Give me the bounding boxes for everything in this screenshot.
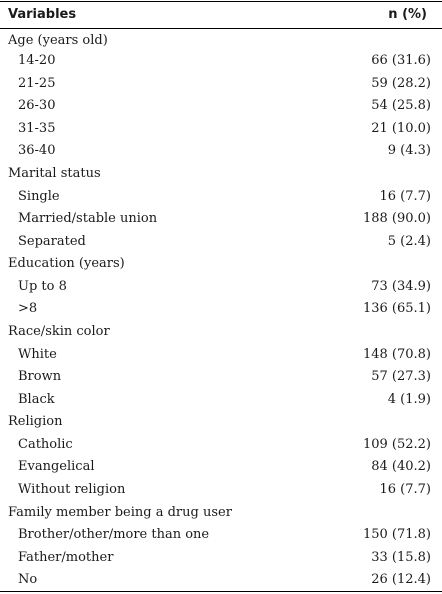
row-value: 73 (34.9) — [371, 279, 431, 294]
table-top-rule — [0, 1, 442, 2]
n-percent-column-header: n (%) — [388, 7, 427, 22]
category-row-religion: Religion — [0, 411, 442, 433]
row-label: Brother/other/more than one — [18, 527, 210, 542]
row-value: 136 (65.1) — [362, 301, 431, 316]
category-label: Family member being a drug user — [8, 505, 232, 520]
row-label: Black — [18, 392, 55, 407]
table-header-row: Variables n (%) — [0, 4, 442, 26]
row-value: 16 (7.7) — [379, 482, 432, 497]
table-row: >8 136 (65.1) — [0, 298, 442, 320]
row-value: 54 (25.8) — [371, 98, 431, 113]
row-label: Up to 8 — [18, 279, 67, 294]
category-label: Religion — [8, 414, 63, 429]
table-row: Evangelical 84 (40.2) — [0, 456, 442, 478]
row-label: 21-25 — [18, 76, 56, 91]
row-value: 5 (2.4) — [387, 234, 431, 249]
row-value: 66 (31.6) — [371, 53, 431, 68]
row-value: 150 (71.8) — [362, 527, 431, 542]
category-row-family-member: Family member being a drug user — [0, 502, 442, 524]
table-row: Father/mother 33 (15.8) — [0, 547, 442, 569]
row-value: 26 (12.4) — [371, 572, 431, 587]
category-label: Age (years old) — [8, 33, 108, 48]
table-row: 26-30 54 (25.8) — [0, 95, 442, 117]
variables-column-header: Variables — [8, 7, 77, 22]
row-label: Married/stable union — [18, 211, 158, 226]
row-value: 21 (10.0) — [371, 121, 431, 136]
row-label: Catholic — [18, 437, 73, 452]
row-label: >8 — [18, 301, 38, 316]
row-value: 84 (40.2) — [371, 459, 431, 474]
row-value: 188 (90.0) — [362, 211, 431, 226]
table-row: Brown 57 (27.3) — [0, 366, 442, 388]
row-label: Evangelical — [18, 459, 95, 474]
row-value: 33 (15.8) — [371, 550, 431, 565]
table-row: Without religion 16 (7.7) — [0, 479, 442, 501]
row-value: 16 (7.7) — [379, 189, 432, 204]
row-label: No — [18, 572, 38, 587]
row-label: White — [18, 347, 57, 362]
row-label: 26-30 — [18, 98, 56, 113]
table-row: 21-25 59 (28.2) — [0, 73, 442, 95]
table-row: 36-40 9 (4.3) — [0, 140, 442, 162]
table-row: No 26 (12.4) — [0, 569, 442, 591]
table-row: Up to 8 73 (34.9) — [0, 276, 442, 298]
row-label: 31-35 — [18, 121, 56, 136]
table-row: White 148 (70.8) — [0, 344, 442, 366]
row-value: 57 (27.3) — [371, 369, 431, 384]
table-row: 31-35 21 (10.0) — [0, 118, 442, 140]
category-label: Marital status — [8, 166, 101, 181]
row-value: 4 (1.9) — [387, 392, 431, 407]
row-label: Separated — [18, 234, 86, 249]
category-label: Race/skin color — [8, 324, 110, 339]
table-row: Brother/other/more than one 150 (71.8) — [0, 524, 442, 546]
category-row-race: Race/skin color — [0, 321, 442, 343]
table-row: Catholic 109 (52.2) — [0, 434, 442, 456]
row-value: 59 (28.2) — [371, 76, 431, 91]
row-label: Brown — [18, 369, 62, 384]
row-value: 109 (52.2) — [362, 437, 431, 452]
table-bottom-rule — [0, 591, 442, 592]
table-row: Black 4 (1.9) — [0, 389, 442, 411]
category-label: Education (years) — [8, 256, 125, 271]
table-row: Separated 5 (2.4) — [0, 231, 442, 253]
row-label: Without religion — [18, 482, 126, 497]
category-row-age: Age (years old) — [0, 30, 442, 52]
table-row: 14-20 66 (31.6) — [0, 50, 442, 72]
table-header-rule — [0, 28, 442, 29]
category-row-education: Education (years) — [0, 253, 442, 275]
row-value: 9 (4.3) — [387, 143, 431, 158]
row-label: Single — [18, 189, 60, 204]
table-row: Married/stable union 188 (90.0) — [0, 208, 442, 230]
table-row: Single 16 (7.7) — [0, 186, 442, 208]
category-row-marital-status: Marital status — [0, 163, 442, 185]
row-label: 36-40 — [18, 143, 56, 158]
row-label: Father/mother — [18, 550, 114, 565]
row-label: 14-20 — [18, 53, 56, 68]
row-value: 148 (70.8) — [362, 347, 431, 362]
